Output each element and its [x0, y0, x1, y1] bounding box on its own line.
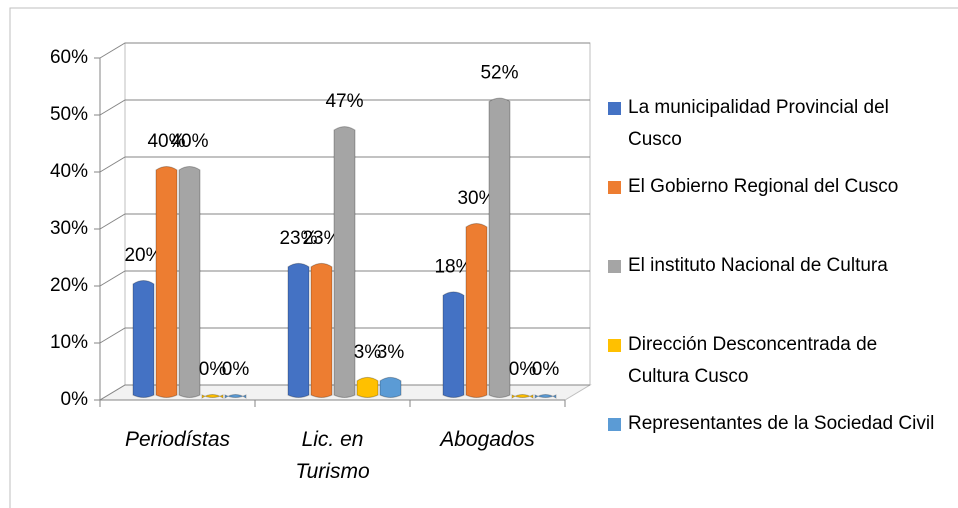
grid-line — [99, 327, 590, 344]
data-label: 52% — [480, 63, 518, 84]
bar — [224, 394, 247, 399]
bar — [511, 394, 534, 399]
grid-line — [99, 384, 590, 401]
data-label: 0% — [509, 359, 537, 380]
bar — [333, 126, 356, 398]
y-tick-label: 40% — [50, 161, 88, 182]
legend-swatch — [608, 181, 621, 194]
y-tick-label: 30% — [50, 218, 88, 239]
data-label: 23% — [279, 228, 317, 249]
bar — [465, 223, 488, 398]
data-label: 20% — [124, 245, 162, 266]
data-label: 18% — [434, 256, 472, 277]
x-tick-label: Periodístas — [124, 428, 231, 451]
legend-label: El instituto Nacional de Cultura — [628, 255, 888, 276]
y-tick-label: 0% — [61, 389, 89, 410]
legend-label: Dirección Desconcentrada de Cultura Cusc… — [628, 334, 878, 387]
y-tick-label: 50% — [50, 104, 88, 125]
legend-swatch — [608, 260, 621, 273]
bar — [287, 262, 310, 398]
y-tick-label: 60% — [50, 47, 88, 68]
data-label: 3% — [354, 342, 382, 363]
bar — [379, 376, 402, 398]
x-tick-label: Lic. en Turismo — [295, 428, 370, 483]
y-tick-label: 20% — [50, 275, 88, 296]
data-label: 30% — [457, 188, 495, 209]
bar — [442, 291, 465, 398]
data-label: 0% — [532, 359, 560, 380]
legend-swatch — [608, 339, 621, 352]
bar — [155, 166, 178, 398]
chart-border — [9, 7, 958, 508]
legend-label: El Gobierno Regional del Cusco — [628, 176, 899, 197]
grid-line — [99, 156, 590, 173]
grid-line — [99, 99, 590, 116]
legend-swatch — [608, 418, 621, 431]
grid-line — [99, 270, 590, 287]
data-label: 0% — [222, 359, 250, 380]
data-label: 47% — [325, 91, 363, 112]
data-label: 40% — [170, 131, 208, 152]
bar — [201, 394, 224, 399]
data-label: 0% — [199, 359, 227, 380]
grid-line — [99, 213, 590, 230]
legend-label: La municipalidad Provincial del Cusco — [628, 97, 889, 150]
data-label: 23% — [302, 228, 340, 249]
y-tick-label: 10% — [50, 332, 88, 353]
legend-swatch — [608, 102, 621, 115]
bar — [534, 394, 557, 399]
bar — [310, 262, 333, 398]
data-label: 3% — [377, 342, 405, 363]
bar — [178, 166, 201, 398]
x-tick-label: Abogados — [440, 428, 535, 451]
bar — [132, 280, 155, 398]
grid-line — [99, 42, 590, 59]
data-label: 40% — [147, 131, 185, 152]
bar — [488, 97, 511, 398]
bar — [356, 376, 379, 398]
legend-label: Representantes de la Sociedad Civil — [628, 413, 935, 434]
